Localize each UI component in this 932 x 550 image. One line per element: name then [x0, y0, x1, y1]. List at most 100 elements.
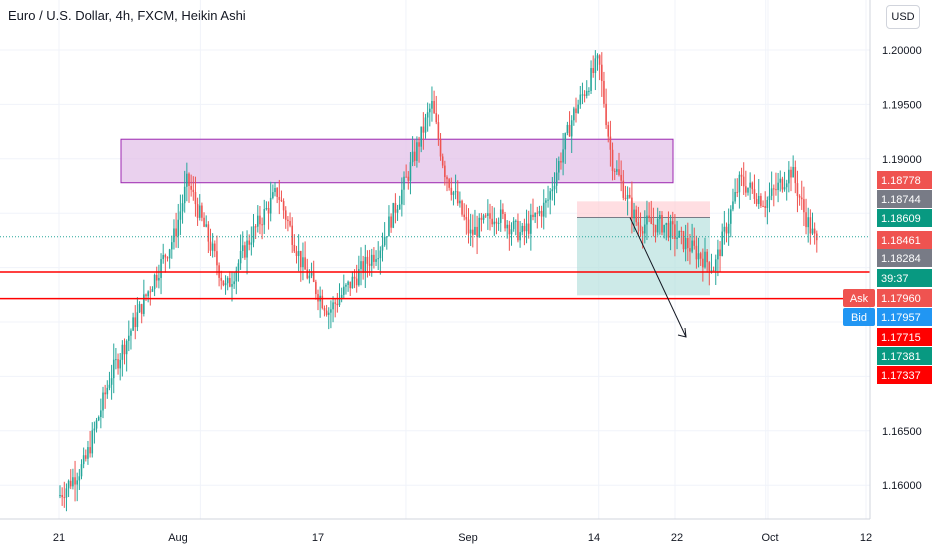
candle-body [160, 259, 162, 278]
candle-body [727, 223, 730, 234]
candle-body [392, 203, 395, 228]
candle-body [712, 270, 715, 272]
candle-body [663, 224, 665, 233]
candle-body [536, 212, 539, 214]
price-tick-label: 1.20000 [882, 45, 922, 57]
candle-body [738, 174, 741, 193]
candle-body [145, 294, 147, 297]
candle-body [437, 122, 440, 140]
candle-body [515, 220, 517, 222]
price-label-bg [877, 171, 932, 189]
candle-body [560, 160, 562, 163]
candle-body [757, 195, 760, 204]
candle-body [181, 203, 184, 212]
candle-body [394, 203, 397, 213]
price-label-text: 1.17381 [881, 351, 921, 363]
price-axis[interactable]: 1.20000 1.19500 1.19000 1.16500 1.16000 [869, 0, 922, 519]
candle-body [669, 221, 672, 238]
candle-body [420, 126, 422, 147]
candle-body [484, 215, 487, 217]
price-label-bg [877, 209, 932, 227]
candle-body [248, 240, 250, 245]
candle-body [235, 270, 238, 282]
candle-body [790, 169, 792, 178]
candle-body [401, 189, 403, 205]
price-tick-label: 1.19500 [882, 99, 922, 111]
candle-body [454, 191, 457, 193]
candle-body [684, 238, 687, 250]
candle-body [613, 170, 616, 172]
candle-body [467, 219, 470, 234]
candle-body [620, 174, 622, 181]
candle-body [439, 139, 442, 157]
candle-body [413, 151, 416, 161]
currency-button[interactable]: USD [886, 5, 920, 29]
time-tick-label: 22 [671, 532, 683, 544]
candle-body [383, 236, 386, 246]
candle-body [579, 94, 582, 105]
candle-body [798, 196, 801, 198]
candle-body [190, 185, 192, 190]
candle-body [252, 226, 255, 243]
candle-body [360, 261, 362, 270]
candle-body [138, 304, 141, 313]
candle-body [379, 250, 382, 259]
candle-body [644, 224, 646, 234]
time-tick-label: Oct [761, 532, 778, 544]
price-tick-label: 1.16500 [882, 426, 922, 438]
candle-body [411, 151, 414, 163]
candle-body [130, 330, 132, 336]
time-tick-label: Aug [168, 532, 188, 544]
candle-body [671, 221, 674, 225]
candle-body [566, 124, 569, 134]
candle-body [785, 183, 788, 188]
candle-body [598, 55, 601, 65]
candle-body [175, 228, 177, 237]
candle-body [476, 226, 478, 238]
price-label-text: 1.18284 [881, 253, 921, 265]
price-tag-bg [843, 308, 875, 326]
price-label-text: 1.17957 [881, 312, 921, 324]
candle-body [353, 276, 356, 279]
candle-body [676, 237, 678, 240]
candle-body [171, 242, 173, 250]
candle-body [396, 209, 399, 213]
candle-body [97, 416, 100, 421]
candle-body [351, 276, 354, 289]
candle-body [233, 281, 235, 285]
candle-body [302, 257, 304, 268]
candle-body [433, 101, 435, 114]
candle-body [512, 220, 515, 230]
time-tick-label: 21 [53, 532, 65, 544]
price-label-text: 1.17960 [881, 293, 921, 305]
candle-body [377, 258, 379, 260]
candle-body [424, 117, 427, 133]
candle-body [104, 392, 106, 395]
candle-body [386, 236, 388, 238]
candle-body [168, 249, 171, 259]
candle-body [263, 209, 266, 225]
candle-body [265, 207, 268, 210]
candle-body [80, 464, 83, 477]
candles [59, 50, 818, 512]
candle-body [67, 480, 70, 489]
resistance-zone [120, 138, 674, 184]
time-tick-label: 17 [312, 532, 324, 544]
price-label-text: 1.18461 [881, 235, 921, 247]
time-axis[interactable]: 21 Aug 17 Sep 14 22 Oct 12 [0, 518, 872, 544]
candle-body [381, 245, 384, 251]
candle-body [648, 215, 650, 219]
candle-body [343, 286, 345, 295]
candle-body [562, 149, 564, 163]
candle-body [570, 120, 573, 137]
candle-body [403, 176, 405, 190]
candle-body [85, 455, 87, 459]
candle-body [332, 302, 334, 310]
candle-body [532, 214, 534, 218]
candle-body [540, 210, 543, 217]
candle-body [803, 199, 805, 213]
candle-body [198, 205, 201, 218]
candle-body [446, 177, 448, 180]
candle-body [519, 232, 521, 241]
